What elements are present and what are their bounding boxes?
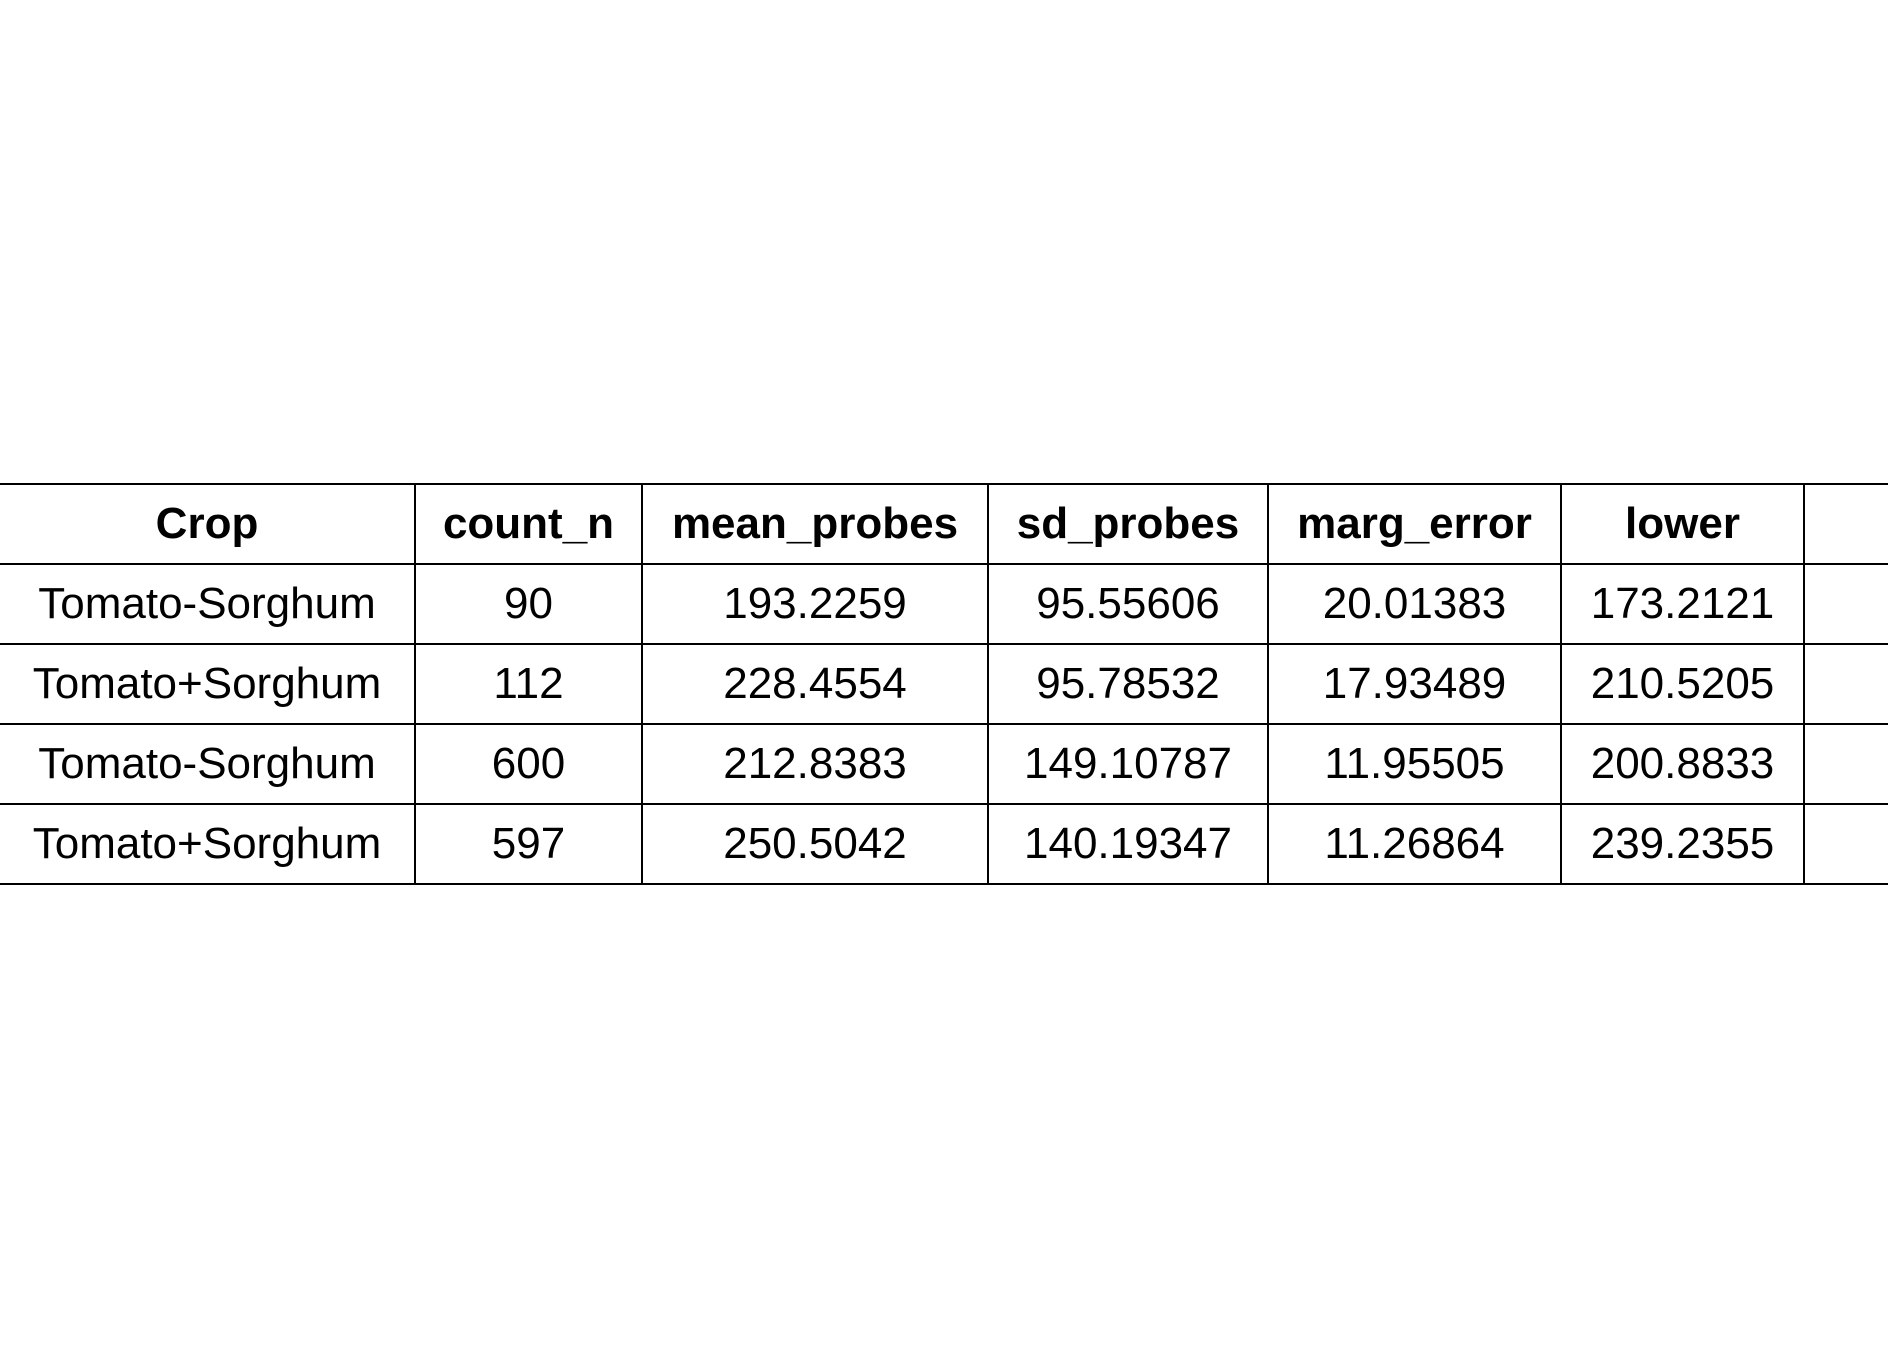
cell-sd-probes: 149.10787 bbox=[987, 723, 1269, 805]
cell-upper: 213 bbox=[1803, 563, 1888, 645]
cell-marg-error: 11.95505 bbox=[1267, 723, 1562, 805]
cell-mean-probes: 193.2259 bbox=[641, 563, 989, 645]
header-crop: Crop bbox=[0, 483, 416, 565]
cell-marg-error: 11.26864 bbox=[1267, 803, 1562, 885]
cell-upper: 224 bbox=[1803, 723, 1888, 805]
header-sd-probes: sd_probes bbox=[987, 483, 1269, 565]
cell-count-n: 90 bbox=[414, 563, 643, 645]
cell-lower: 200.8833 bbox=[1560, 723, 1805, 805]
cell-upper: 246 bbox=[1803, 643, 1888, 725]
cell-lower: 210.5205 bbox=[1560, 643, 1805, 725]
cell-count-n: 597 bbox=[414, 803, 643, 885]
cell-marg-error: 17.93489 bbox=[1267, 643, 1562, 725]
table-header-row: Crop count_n mean_probes sd_probes marg_… bbox=[0, 483, 1888, 565]
cell-crop: Tomato-Sorghum bbox=[0, 563, 416, 645]
header-count-n: count_n bbox=[414, 483, 643, 565]
cell-sd-probes: 95.55606 bbox=[987, 563, 1269, 645]
cell-sd-probes: 95.78532 bbox=[987, 643, 1269, 725]
header-mean-probes: mean_probes bbox=[641, 483, 989, 565]
header-marg-error: marg_error bbox=[1267, 483, 1562, 565]
header-upper-truncated: u bbox=[1803, 483, 1888, 565]
table-row: Tomato+Sorghum 112 228.4554 95.78532 17.… bbox=[0, 643, 1888, 725]
cell-mean-probes: 250.5042 bbox=[641, 803, 989, 885]
table-row: Tomato+Sorghum 597 250.5042 140.19347 11… bbox=[0, 803, 1888, 885]
statistics-table: Crop count_n mean_probes sd_probes marg_… bbox=[0, 483, 1888, 885]
table-row: Tomato-Sorghum 90 193.2259 95.55606 20.0… bbox=[0, 563, 1888, 645]
cell-sd-probes: 140.19347 bbox=[987, 803, 1269, 885]
cell-lower: 239.2355 bbox=[1560, 803, 1805, 885]
cell-marg-error: 20.01383 bbox=[1267, 563, 1562, 645]
cell-mean-probes: 212.8383 bbox=[641, 723, 989, 805]
cell-crop: Tomato-Sorghum bbox=[0, 723, 416, 805]
cell-crop: Tomato+Sorghum bbox=[0, 643, 416, 725]
cell-mean-probes: 228.4554 bbox=[641, 643, 989, 725]
cell-crop: Tomato+Sorghum bbox=[0, 803, 416, 885]
cell-count-n: 600 bbox=[414, 723, 643, 805]
table-viewport: Crop count_n mean_probes sd_probes marg_… bbox=[0, 483, 1888, 891]
cell-upper: 261 bbox=[1803, 803, 1888, 885]
table-row: Tomato-Sorghum 600 212.8383 149.10787 11… bbox=[0, 723, 1888, 805]
cell-lower: 173.2121 bbox=[1560, 563, 1805, 645]
cell-count-n: 112 bbox=[414, 643, 643, 725]
header-lower: lower bbox=[1560, 483, 1805, 565]
